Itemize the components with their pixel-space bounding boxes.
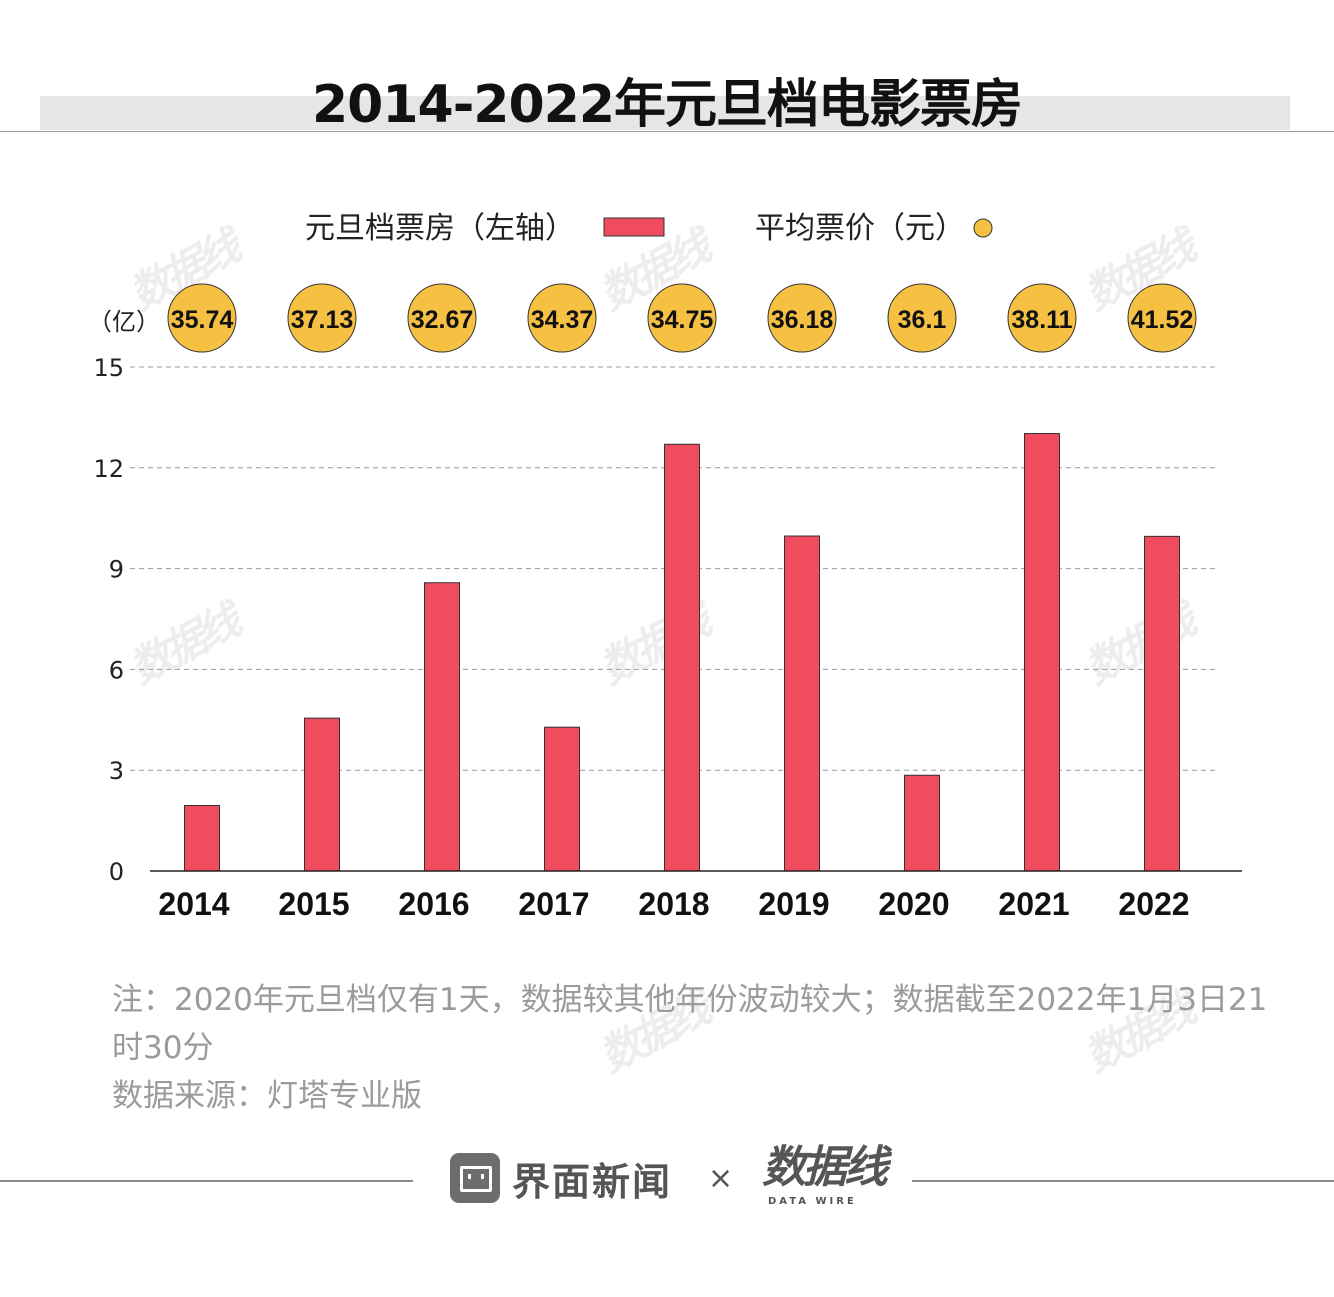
- title-rule: [0, 131, 1334, 132]
- bar-2016: [424, 582, 460, 872]
- price-bubble-2014: [167, 283, 237, 353]
- partner-sub: DATA WIRE: [768, 1196, 857, 1207]
- price-bubbles: 35.74 37.13 32.67 34.37 34.75 36.18 36.1 38.11 4…: [167, 283, 1197, 353]
- x-tick-label: 2014: [158, 886, 229, 922]
- footer-divider-left: [0, 1180, 413, 1182]
- price-bubble-2018: [647, 283, 717, 353]
- price-label-2020: 36.1: [898, 306, 947, 334]
- x-tick-label: 2019: [758, 886, 829, 922]
- brand-times-symbol: ×: [708, 1160, 734, 1196]
- jiemian-logo-icon: [450, 1153, 500, 1203]
- x-axis: 2014 2015 2016 2017 2018 2019 2020 2021 2022: [158, 886, 1189, 922]
- x-tick-label: 2017: [518, 886, 589, 922]
- bars: [184, 433, 1180, 872]
- legend-label-avg-price: 平均票价（元）: [755, 211, 965, 246]
- y-tick-label: 3: [109, 757, 124, 785]
- bar-2022: [1144, 535, 1180, 872]
- x-tick-label: 2016: [398, 886, 469, 922]
- price-bubble-2022: [1127, 283, 1197, 353]
- price-bubble-2021: [1007, 283, 1077, 353]
- price-label-2022: 41.52: [1131, 306, 1194, 334]
- price-label-2016: 32.67: [411, 306, 474, 334]
- price-label-2021: 38.11: [1011, 306, 1072, 334]
- partner-name: 数据线: [762, 1142, 888, 1193]
- x-tick-label: 2021: [998, 886, 1069, 922]
- x-tick-label: 2018: [638, 886, 709, 922]
- y-tick-label: 9: [109, 556, 124, 584]
- legend: 元旦档票房（左轴） 平均票价（元）: [305, 211, 993, 246]
- price-bubble-2016: [407, 283, 477, 353]
- y-tick-label: 6: [109, 656, 124, 684]
- x-tick-label: 2015: [278, 886, 349, 922]
- brand-name: 界面新闻: [512, 1159, 673, 1204]
- price-bubble-2020: [887, 283, 957, 353]
- price-bubble-2017: [527, 283, 597, 353]
- y-axis-unit: （亿）: [88, 308, 160, 336]
- x-tick-label: 2022: [1118, 886, 1189, 922]
- footer-brand: 界面新闻 ×: [450, 1150, 733, 1206]
- y-axis: 0 3 6 9 12 15: [93, 354, 124, 886]
- bar-2018: [664, 443, 700, 872]
- price-label-2014: 35.74: [171, 306, 234, 334]
- price-bubble-2019: [767, 283, 837, 353]
- price-label-2015: 37.13: [291, 306, 354, 334]
- legend-swatch-box-office: [603, 217, 665, 237]
- bar-2014: [184, 804, 220, 872]
- chart-note: 注：2020年元旦档仅有1天，数据较其他年份波动较大；数据截至2022年1月3日…: [112, 982, 1268, 1066]
- legend-label-box-office: 元旦档票房（左轴）: [305, 211, 575, 246]
- legend-swatch-avg-price: [973, 218, 993, 238]
- partner-logo: 数据线 DATA WIRE: [762, 1140, 890, 1220]
- price-label-2018: 34.75: [651, 306, 714, 334]
- chart-title: 2014-2022年元旦档电影票房: [311, 75, 1023, 135]
- title-band: [40, 96, 1290, 130]
- footer-divider-right: [912, 1180, 1334, 1182]
- price-bubble-2015: [287, 283, 357, 353]
- data-source: 数据来源：灯塔专业版: [112, 1078, 422, 1114]
- bar-2017: [544, 726, 580, 872]
- bar-2020: [904, 774, 940, 872]
- bar-2021: [1024, 433, 1060, 872]
- bar-2019: [784, 535, 820, 872]
- price-label-2017: 34.37: [531, 306, 594, 334]
- y-tick-label: 12: [93, 455, 124, 483]
- box-office-chart: 元旦档票房（左轴） 平均票价（元） （亿） 0 3 6 9 12 15 35.74 37.1…: [88, 211, 1242, 922]
- price-label-2019: 36.18: [771, 306, 834, 334]
- y-tick-label: 0: [109, 858, 124, 886]
- x-tick-label: 2020: [878, 886, 949, 922]
- y-tick-label: 15: [93, 354, 124, 382]
- bar-2015: [304, 717, 340, 872]
